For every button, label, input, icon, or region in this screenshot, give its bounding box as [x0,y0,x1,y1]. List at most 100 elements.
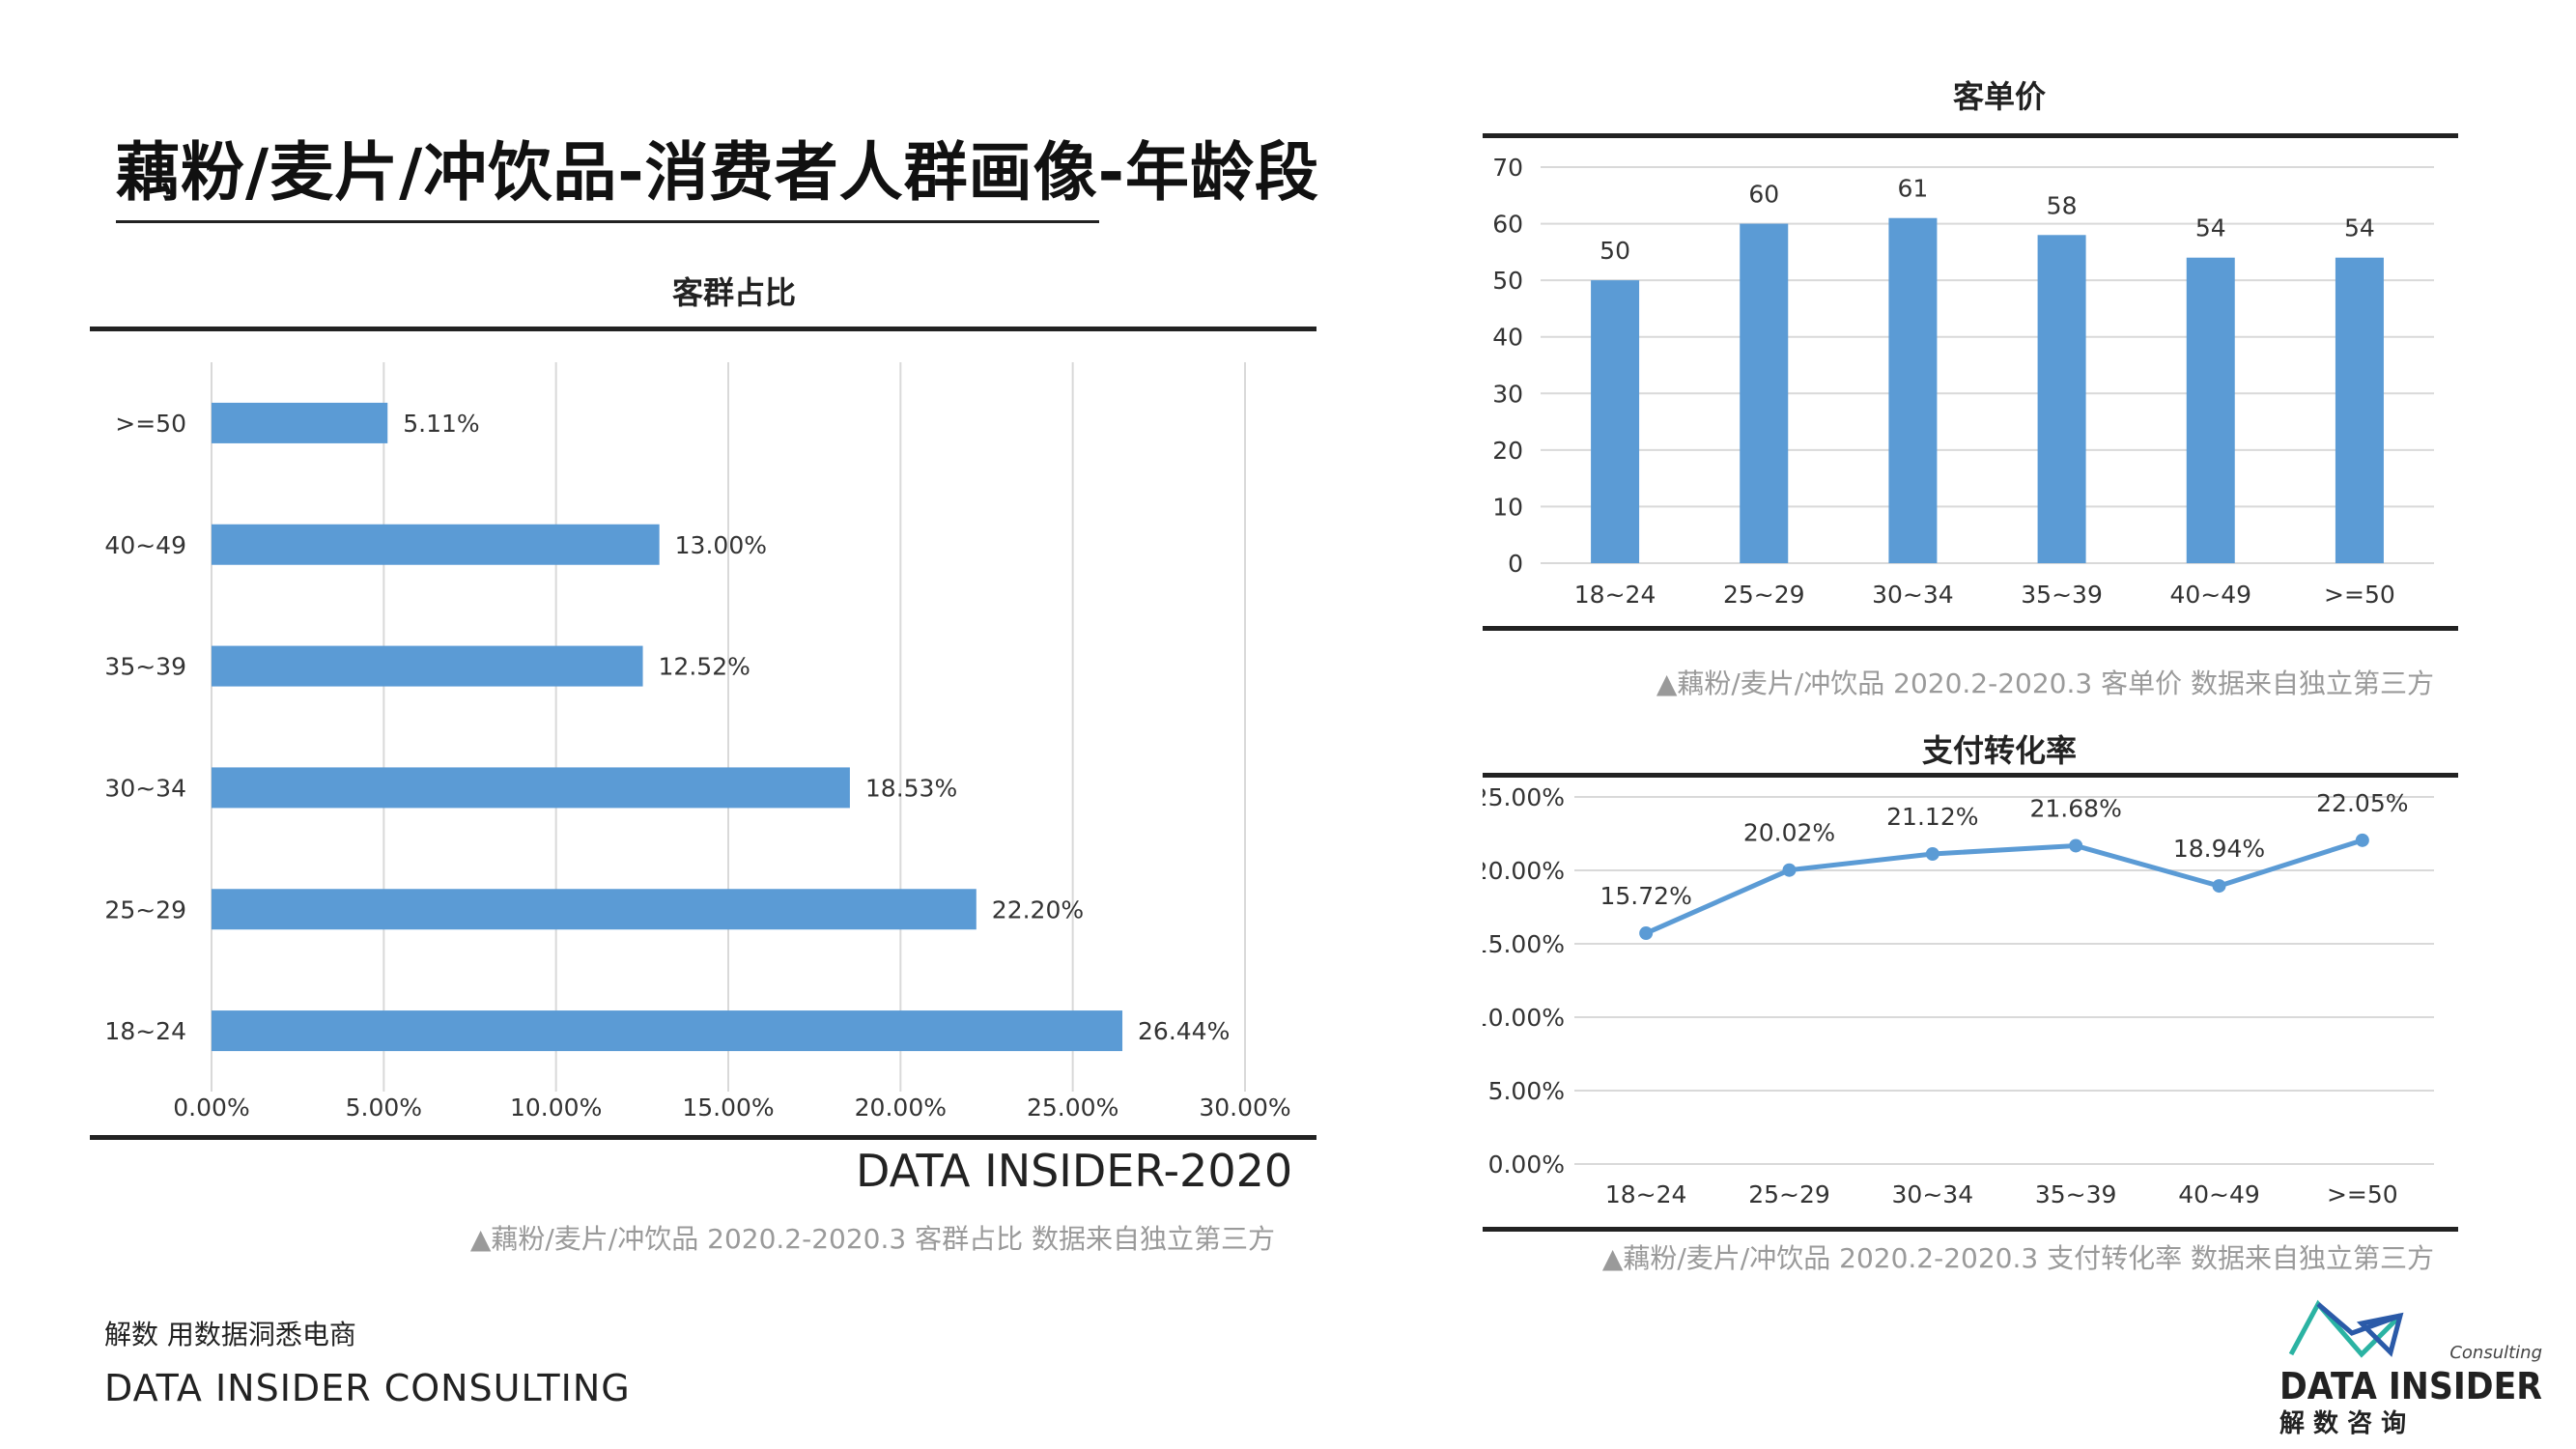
y-tick-label: 25.00% [1483,783,1565,811]
unit-price-caption: ▲藕粉/麦片/冲饮品 2020.2-2020.3 客单价 数据来自独立第三方 [1656,668,2434,699]
bar [212,889,977,930]
bar-value-label: 5.11% [403,410,479,438]
y-tick-label: 0.00% [1488,1151,1565,1179]
bar-value-label: 18.53% [865,774,957,802]
y-tick-label: 15.00% [1483,930,1565,958]
bar [1888,217,1938,563]
bar [212,767,850,809]
x-tick-label: 15.00% [682,1094,774,1122]
bar-value-label: 61 [1898,175,1929,203]
bar [1591,280,1640,563]
y-tick-label: 25~29 [104,895,186,923]
y-tick-label: 5.00% [1488,1077,1565,1105]
bar [212,645,643,687]
bar [212,1010,1123,1052]
data-point [1639,926,1654,941]
bar-value-label: 22.20% [992,895,1084,923]
bar-value-label: 13.00% [675,531,767,559]
audience-share-bottom-rule [90,1135,1316,1140]
audience-share-top-rule [90,327,1316,331]
unit-price-bottom-rule [1483,626,2458,631]
bar [2037,235,2086,563]
x-tick-label: 40~49 [2178,1180,2260,1208]
x-tick-label: 40~49 [2169,581,2251,609]
y-tick-label: 40~49 [104,531,186,559]
bar [212,524,660,565]
x-tick-label: 30~34 [1892,1180,1974,1208]
bar-value-label: 58 [2047,191,2078,219]
x-tick-label: 30.00% [1199,1094,1290,1122]
x-tick-label: 30~34 [1872,581,1954,609]
data-insider-logo: Consulting DATA INSIDER 解 数 咨 询 [2279,1299,2542,1438]
conversion-bottom-rule [1483,1227,2458,1232]
series-line [1645,838,2364,936]
x-tick-label: >=50 [2324,581,2395,609]
x-tick-label: 18~24 [1574,581,1656,609]
bar [2335,257,2384,563]
y-tick-label: 18~24 [104,1017,186,1045]
bar [212,402,388,443]
logo-brand-text: DATA INSIDER [2279,1365,2542,1407]
bar-value-label: 26.44% [1138,1017,1230,1045]
point-value-label: 21.68% [2030,794,2122,822]
bar [2186,257,2235,563]
bar-value-label: 60 [1748,181,1779,209]
conversion-chart-title: 支付转化率 [1921,732,2077,769]
data-point [1782,863,1797,877]
bar-value-label: 12.52% [659,653,750,681]
y-tick-label: 60 [1492,211,1523,239]
x-tick-label: 0.00% [173,1094,249,1122]
unit-price-chart: 0 10 20 30 40 50 60 70 50 18~24 60 25~29 61 30~34 58 35… [1492,154,2434,609]
title-underline [116,220,1099,223]
logo-consulting-text: Consulting [2449,1343,2542,1363]
y-tick-label: 35~39 [104,653,186,681]
x-tick-label: 18~24 [1605,1180,1687,1208]
y-tick-label: 10.00% [1483,1004,1565,1032]
audience-share-chart-title: 客群占比 [671,274,796,311]
unit-price-top-rule [1483,133,2458,138]
x-tick-label: 5.00% [346,1094,422,1122]
logo-mark-icon [2288,1299,2404,1358]
y-tick-label: 10 [1492,493,1523,521]
bar-value-label: 54 [2195,214,2226,242]
x-tick-label: 20.00% [855,1094,947,1122]
audience-share-chart: 0.00% 5.00% 10.00% 15.00% 20.00% 25.00% 30.00%… [104,362,1291,1122]
data-point [1925,846,1939,861]
y-tick-label: 20 [1492,437,1523,465]
x-tick-label: 25.00% [1027,1094,1118,1122]
data-point [2212,879,2226,894]
data-point [2069,838,2083,853]
y-tick-label: 70 [1492,154,1523,182]
y-tick-label: 40 [1492,324,1523,352]
point-value-label: 15.72% [1600,882,1692,910]
y-tick-label: 20.00% [1483,857,1565,885]
bar-value-label: 50 [1599,237,1630,265]
point-value-label: 21.12% [1886,803,1978,831]
conversion-caption: ▲藕粉/麦片/冲饮品 2020.2-2020.3 支付转化率 数据来自独立第三方 [1601,1242,2434,1274]
bar-value-label: 54 [2344,214,2375,242]
audience-share-caption: ▲藕粉/麦片/冲饮品 2020.2-2020.3 客群占比 数据来自独立第三方 [469,1223,1275,1255]
x-tick-label: 25~29 [1748,1180,1830,1208]
footer-tagline-en: DATA INSIDER CONSULTING [104,1367,631,1409]
point-value-label: 20.02% [1743,819,1835,847]
conversion-top-rule [1483,773,2458,778]
conversion-chart: 0.00% 5.00% 10.00% 15.00% 20.00% 25.00% 15.72%… [1483,783,2434,1208]
y-tick-label: 30~34 [104,774,186,802]
data-point [2355,833,2369,847]
y-tick-label: 50 [1492,267,1523,295]
bar [1740,223,1789,564]
point-value-label: 18.94% [2173,835,2265,863]
data-insider-watermark: DATA INSIDER-2020 [856,1145,1293,1197]
x-tick-label: 25~29 [1723,581,1805,609]
y-tick-label: 30 [1492,380,1523,408]
logo-brand-cn-text: 解 数 咨 询 [2279,1408,2406,1438]
page-title: 藕粉/麦片/冲饮品-消费者人群画像-年龄段 [116,135,1319,210]
x-tick-label: 10.00% [510,1094,602,1122]
unit-price-chart-title: 客单价 [1952,78,2046,115]
point-value-label: 22.05% [2316,789,2408,817]
y-tick-label: 0 [1508,550,1523,578]
y-tick-label: >=50 [115,410,186,438]
x-tick-label: 35~39 [2021,581,2103,609]
footer-tagline-cn: 解数 用数据洞悉电商 [104,1319,356,1350]
x-tick-label: 35~39 [2035,1180,2117,1208]
